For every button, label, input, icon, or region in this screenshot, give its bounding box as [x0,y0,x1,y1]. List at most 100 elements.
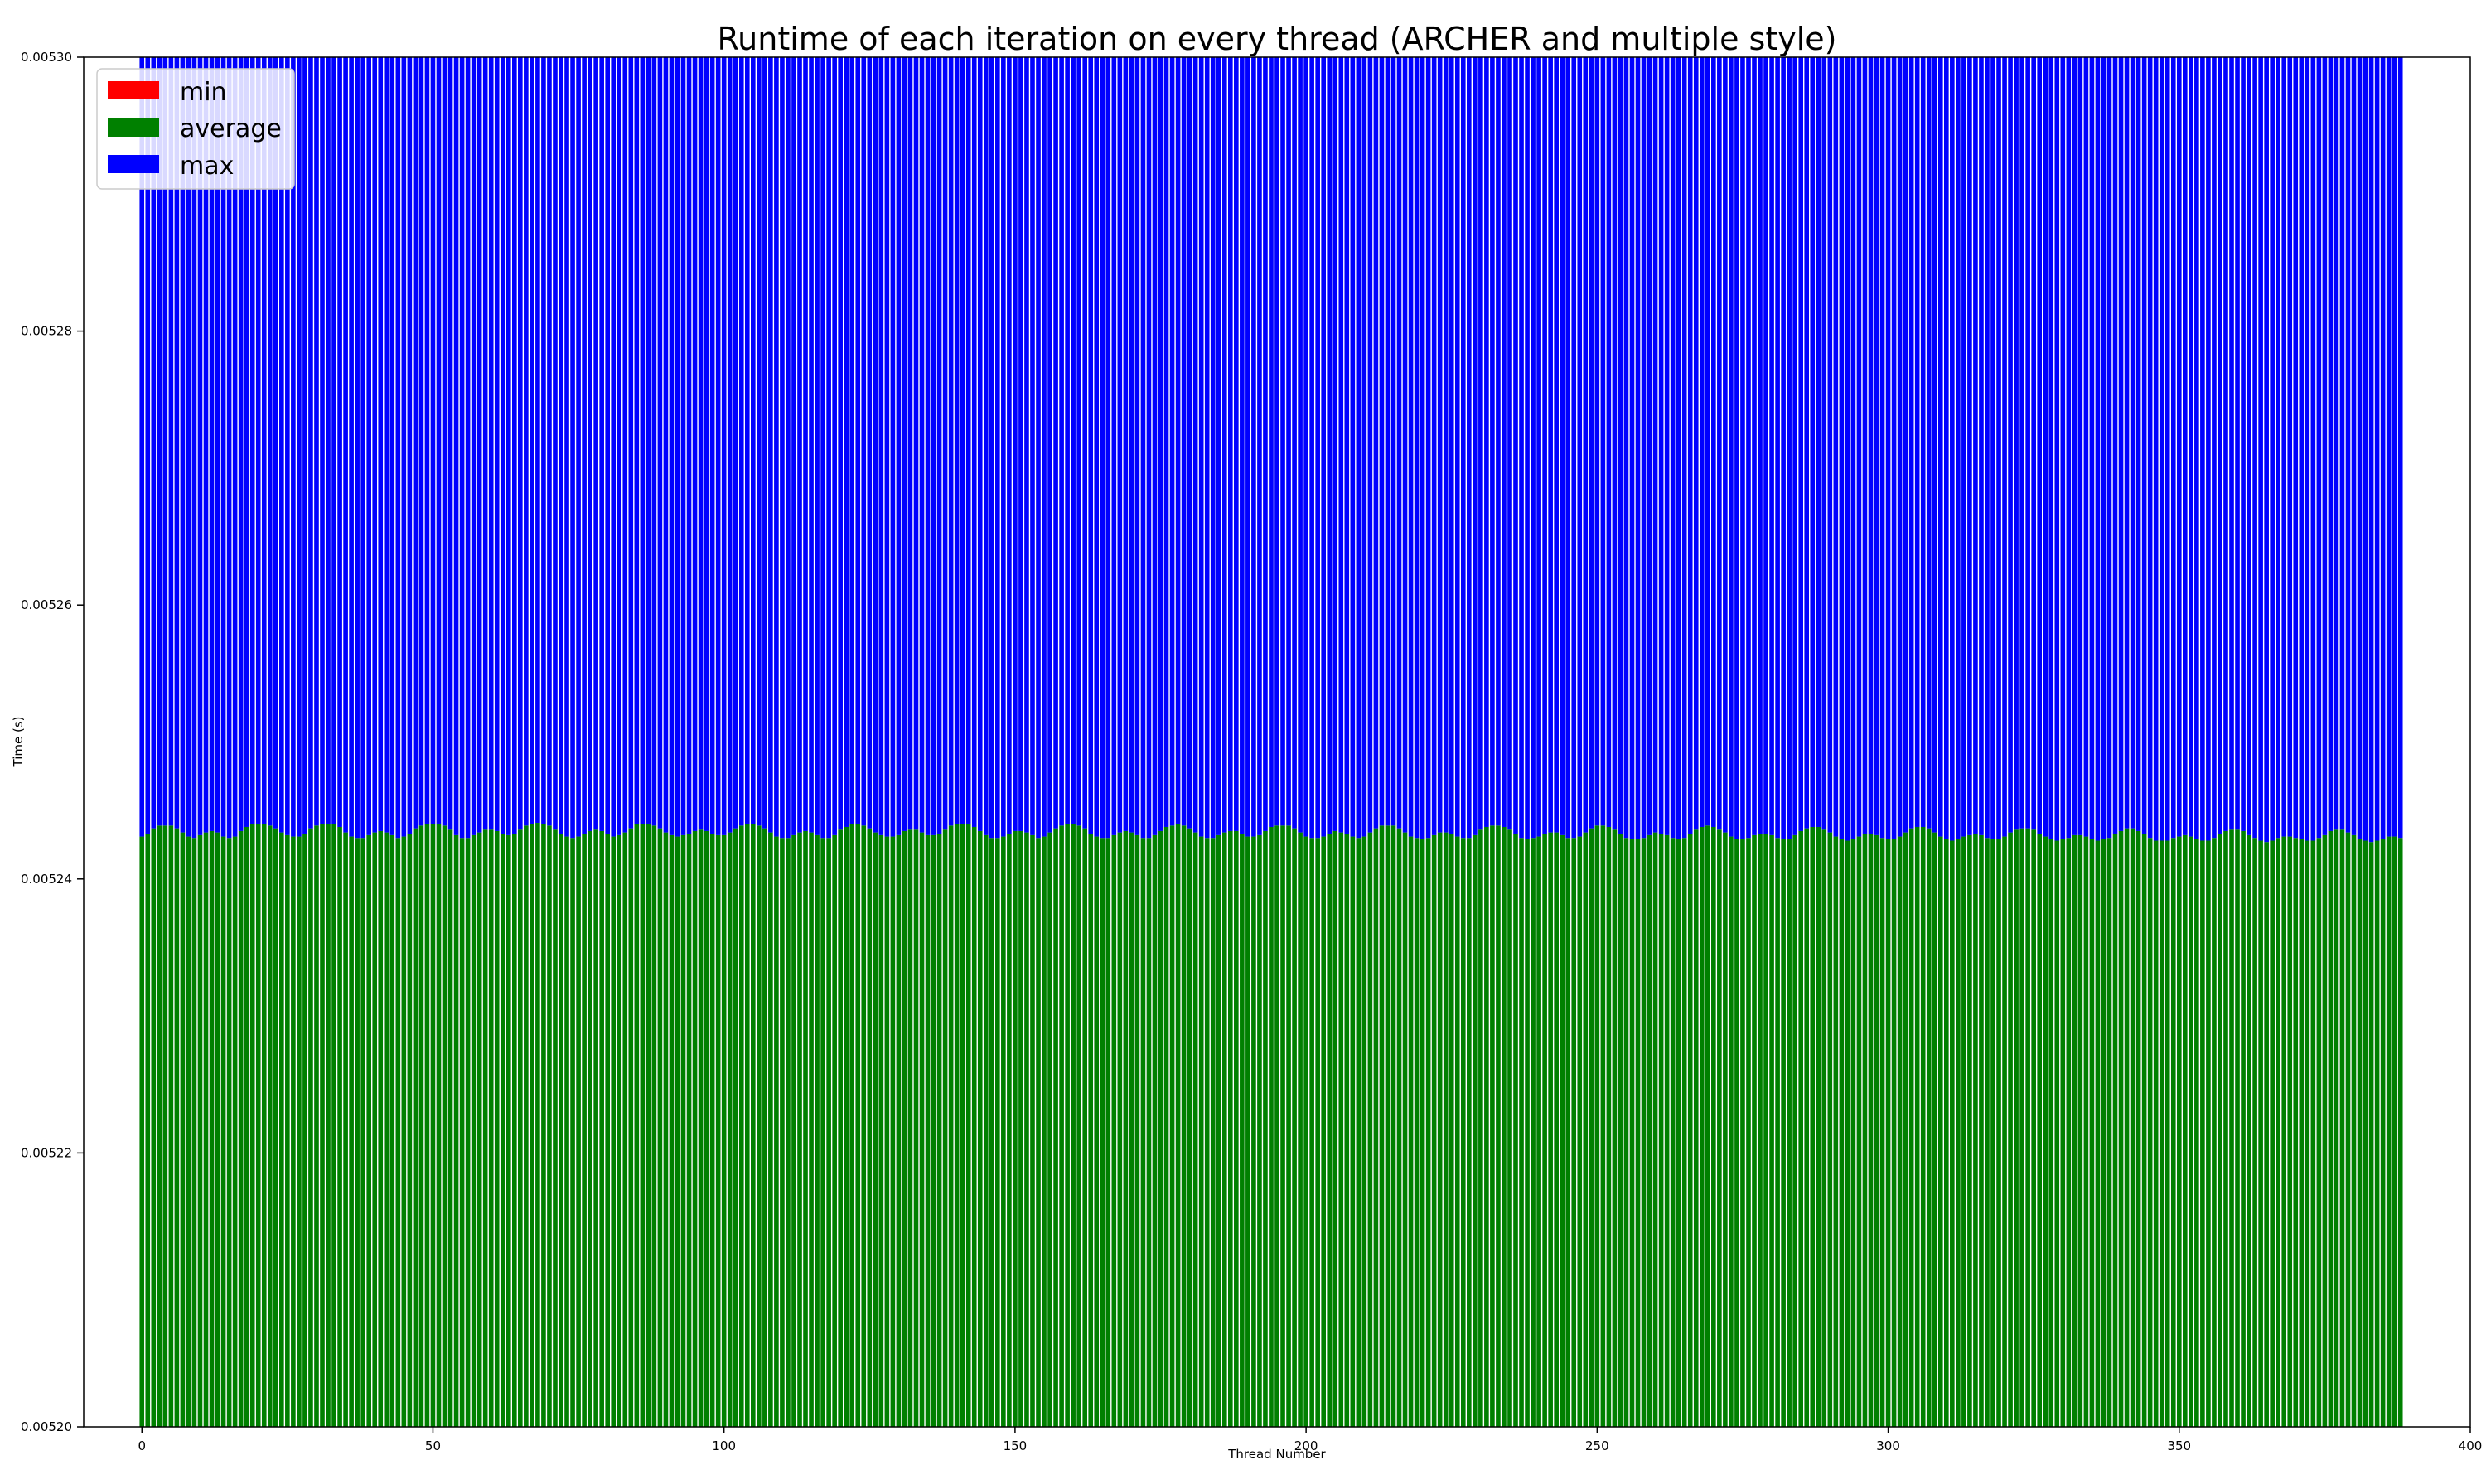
bar-average [459,838,465,1427]
bar-average [1169,825,1175,1427]
bar-average [1228,830,1233,1427]
bar-max [145,57,151,834]
bar-max [2159,57,2164,841]
bar-max [1286,57,1291,826]
y-tick-label: 0.00522 [21,1145,72,1160]
bar-average [1623,838,1629,1427]
bar-average [1641,838,1647,1427]
bar-average [209,830,215,1427]
bar-max [803,57,808,831]
bar-max [1269,57,1274,827]
bar-max [680,57,686,835]
bar-average [1693,829,1699,1427]
bar-max [2130,57,2135,829]
bar-max [1554,57,1559,833]
bar-max [588,57,592,831]
bar-average [698,829,704,1427]
bar-average [878,834,884,1427]
bar-average [1234,830,1239,1427]
bar-average [867,828,873,1427]
bar-average [401,836,407,1427]
bar-max [2339,57,2345,830]
bar-max [809,57,814,833]
bar-average [896,834,902,1427]
bar-average [366,834,372,1427]
bar-average [413,828,418,1427]
bar-average [855,824,861,1427]
bar-max [791,57,796,835]
bar-max [1478,57,1483,830]
bar-average [1996,839,2001,1427]
bar-max [2077,57,2083,835]
bar-average [1473,834,1478,1427]
bar-average [1274,825,1279,1427]
bar-average [1216,834,1221,1427]
bar-max [1280,57,1285,826]
bar-max [197,57,203,835]
bar-average [494,830,500,1427]
bar-average [530,824,534,1427]
bar-max [960,57,965,824]
bar-max [1821,57,1827,830]
bar-average [751,824,756,1427]
bar-average [797,832,802,1427]
bar-max [482,57,488,830]
bar-average [191,838,197,1427]
bar-average [1367,832,1373,1427]
bar-max [820,57,825,839]
bar-average [675,836,680,1427]
legend-label-average: average [180,114,282,143]
bar-average [1967,834,1972,1427]
x-tick-label: 300 [1876,1438,1900,1453]
bar-max [267,57,273,826]
bar-average [2031,829,2036,1427]
bar-max [1723,57,1728,833]
bar-average [995,838,1000,1427]
bar-max [1001,57,1006,837]
bar-average [1792,834,1797,1427]
bar-max [1664,57,1670,835]
bar-average [1652,832,1658,1427]
bar-max [331,57,336,824]
bar-max [1473,57,1478,835]
bar-average [2170,838,2176,1427]
bar-average [1036,838,1041,1427]
bar-max [1525,57,1530,839]
bar-average [2077,834,2083,1427]
bar-max [815,57,820,835]
bar-max [1356,57,1361,839]
bar-average [1554,832,1559,1427]
bar-max [2392,57,2397,837]
bar-max [1332,57,1338,831]
bar-max [459,57,465,839]
bar-average [407,834,413,1427]
bar-average [2112,834,2118,1427]
bar-average [1344,834,1350,1427]
x-tick-label: 250 [1585,1438,1609,1453]
bar-average [1891,839,1897,1427]
bar-max [2176,57,2182,837]
bar-average [168,825,174,1427]
bar-max [1746,57,1751,839]
bar-max [1990,57,1995,839]
bar-average [919,832,925,1427]
bar-max [2305,57,2310,841]
bar-average [1536,836,1541,1427]
bar-average [960,824,965,1427]
bar-average [355,838,360,1427]
bar-average [1082,828,1088,1427]
bar-average [861,825,867,1427]
bar-max [1496,57,1501,826]
bar-max [1100,57,1105,839]
bar-max [1367,57,1373,833]
bar-average [1414,838,1420,1427]
bar-average [174,828,180,1427]
bar-max [1891,57,1897,839]
bar-average [1781,839,1786,1427]
bar-average [1565,838,1571,1427]
bar-max [744,57,750,824]
bar-average [1053,828,1058,1427]
bar-average [780,838,785,1427]
bar-max [418,57,424,826]
bar-average [2374,840,2380,1427]
